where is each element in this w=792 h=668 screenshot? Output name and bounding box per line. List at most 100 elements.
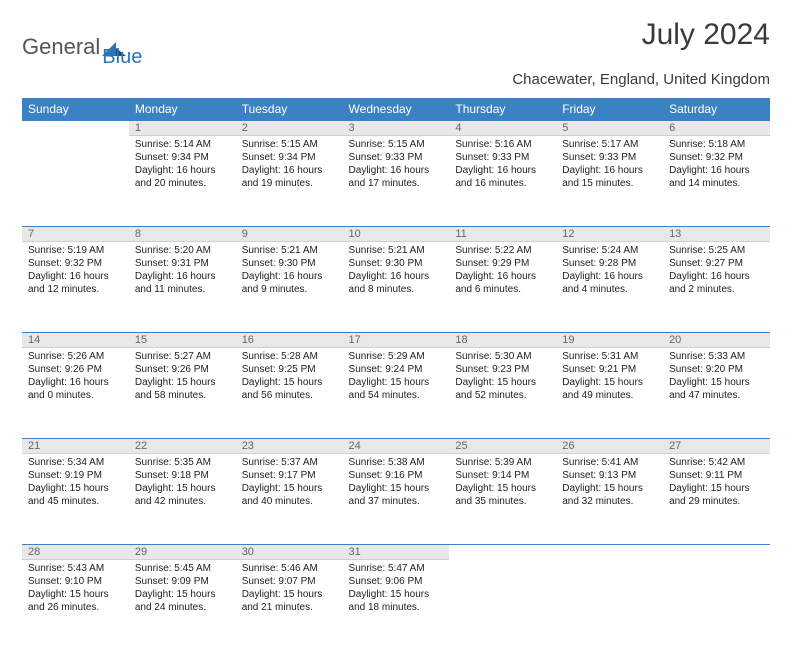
day-cell bbox=[556, 560, 663, 651]
sunrise-text: Sunrise: 5:31 AM bbox=[562, 350, 657, 363]
sunrise-text: Sunrise: 5:27 AM bbox=[135, 350, 230, 363]
day-cell: Sunrise: 5:42 AMSunset: 9:11 PMDaylight:… bbox=[663, 454, 770, 545]
day2-text: and 32 minutes. bbox=[562, 495, 657, 508]
day1-text: Daylight: 16 hours bbox=[455, 270, 550, 283]
sunrise-text: Sunrise: 5:35 AM bbox=[135, 456, 230, 469]
sunset-text: Sunset: 9:17 PM bbox=[242, 469, 337, 482]
sunset-text: Sunset: 9:28 PM bbox=[562, 257, 657, 270]
day-number-cell: 20 bbox=[663, 333, 770, 348]
day2-text: and 11 minutes. bbox=[135, 283, 230, 296]
day2-text: and 40 minutes. bbox=[242, 495, 337, 508]
day2-text: and 4 minutes. bbox=[562, 283, 657, 296]
day-content-row: Sunrise: 5:19 AMSunset: 9:32 PMDaylight:… bbox=[22, 242, 770, 333]
sunset-text: Sunset: 9:24 PM bbox=[349, 363, 444, 376]
sunrise-text: Sunrise: 5:15 AM bbox=[349, 138, 444, 151]
logo: General Blue bbox=[22, 18, 142, 69]
sunset-text: Sunset: 9:30 PM bbox=[349, 257, 444, 270]
day-cell bbox=[22, 136, 129, 227]
day-cell: Sunrise: 5:29 AMSunset: 9:24 PMDaylight:… bbox=[343, 348, 450, 439]
day2-text: and 16 minutes. bbox=[455, 177, 550, 190]
day2-text: and 24 minutes. bbox=[135, 601, 230, 614]
day-number-cell: 28 bbox=[22, 545, 129, 560]
sunset-text: Sunset: 9:33 PM bbox=[349, 151, 444, 164]
day-cell: Sunrise: 5:34 AMSunset: 9:19 PMDaylight:… bbox=[22, 454, 129, 545]
day-number-cell: 30 bbox=[236, 545, 343, 560]
sunrise-text: Sunrise: 5:45 AM bbox=[135, 562, 230, 575]
day-number-cell: 10 bbox=[343, 227, 450, 242]
day2-text: and 2 minutes. bbox=[669, 283, 764, 296]
sunrise-text: Sunrise: 5:28 AM bbox=[242, 350, 337, 363]
day2-text: and 58 minutes. bbox=[135, 389, 230, 402]
sunset-text: Sunset: 9:11 PM bbox=[669, 469, 764, 482]
day-cell: Sunrise: 5:16 AMSunset: 9:33 PMDaylight:… bbox=[449, 136, 556, 227]
sunset-text: Sunset: 9:25 PM bbox=[242, 363, 337, 376]
day2-text: and 52 minutes. bbox=[455, 389, 550, 402]
sunset-text: Sunset: 9:09 PM bbox=[135, 575, 230, 588]
day2-text: and 37 minutes. bbox=[349, 495, 444, 508]
header-monday: Monday bbox=[129, 98, 236, 121]
day2-text: and 54 minutes. bbox=[349, 389, 444, 402]
day-number-cell: 24 bbox=[343, 439, 450, 454]
day1-text: Daylight: 16 hours bbox=[242, 164, 337, 177]
day-number-cell: 13 bbox=[663, 227, 770, 242]
day-cell: Sunrise: 5:45 AMSunset: 9:09 PMDaylight:… bbox=[129, 560, 236, 651]
day-cell: Sunrise: 5:21 AMSunset: 9:30 PMDaylight:… bbox=[236, 242, 343, 333]
sunrise-text: Sunrise: 5:26 AM bbox=[28, 350, 123, 363]
sunrise-text: Sunrise: 5:21 AM bbox=[349, 244, 444, 257]
day2-text: and 14 minutes. bbox=[669, 177, 764, 190]
day-cell: Sunrise: 5:15 AMSunset: 9:34 PMDaylight:… bbox=[236, 136, 343, 227]
day-number-cell: 21 bbox=[22, 439, 129, 454]
sunset-text: Sunset: 9:26 PM bbox=[28, 363, 123, 376]
day-cell: Sunrise: 5:22 AMSunset: 9:29 PMDaylight:… bbox=[449, 242, 556, 333]
day-cell: Sunrise: 5:35 AMSunset: 9:18 PMDaylight:… bbox=[129, 454, 236, 545]
day-cell: Sunrise: 5:26 AMSunset: 9:26 PMDaylight:… bbox=[22, 348, 129, 439]
day-number-cell bbox=[449, 545, 556, 560]
day-number-cell: 25 bbox=[449, 439, 556, 454]
day1-text: Daylight: 16 hours bbox=[135, 270, 230, 283]
day1-text: Daylight: 16 hours bbox=[28, 270, 123, 283]
sunset-text: Sunset: 9:32 PM bbox=[669, 151, 764, 164]
day-cell bbox=[663, 560, 770, 651]
day-cell: Sunrise: 5:25 AMSunset: 9:27 PMDaylight:… bbox=[663, 242, 770, 333]
location-text: Chacewater, England, United Kingdom bbox=[22, 71, 770, 88]
day-cell: Sunrise: 5:46 AMSunset: 9:07 PMDaylight:… bbox=[236, 560, 343, 651]
day-cell: Sunrise: 5:30 AMSunset: 9:23 PMDaylight:… bbox=[449, 348, 556, 439]
day1-text: Daylight: 15 hours bbox=[669, 482, 764, 495]
sunrise-text: Sunrise: 5:20 AM bbox=[135, 244, 230, 257]
sunrise-text: Sunrise: 5:25 AM bbox=[669, 244, 764, 257]
day1-text: Daylight: 15 hours bbox=[349, 588, 444, 601]
day-number-cell: 22 bbox=[129, 439, 236, 454]
sunrise-text: Sunrise: 5:18 AM bbox=[669, 138, 764, 151]
day-number-cell: 29 bbox=[129, 545, 236, 560]
sunrise-text: Sunrise: 5:29 AM bbox=[349, 350, 444, 363]
weekday-header-row: Sunday Monday Tuesday Wednesday Thursday… bbox=[22, 98, 770, 121]
day-cell: Sunrise: 5:33 AMSunset: 9:20 PMDaylight:… bbox=[663, 348, 770, 439]
day-cell: Sunrise: 5:27 AMSunset: 9:26 PMDaylight:… bbox=[129, 348, 236, 439]
sunrise-text: Sunrise: 5:46 AM bbox=[242, 562, 337, 575]
day-cell: Sunrise: 5:47 AMSunset: 9:06 PMDaylight:… bbox=[343, 560, 450, 651]
logo-text-general: General bbox=[22, 34, 100, 60]
day2-text: and 56 minutes. bbox=[242, 389, 337, 402]
day2-text: and 6 minutes. bbox=[455, 283, 550, 296]
day-number-cell bbox=[663, 545, 770, 560]
sunset-text: Sunset: 9:18 PM bbox=[135, 469, 230, 482]
day1-text: Daylight: 15 hours bbox=[455, 376, 550, 389]
day1-text: Daylight: 16 hours bbox=[669, 164, 764, 177]
sunset-text: Sunset: 9:29 PM bbox=[455, 257, 550, 270]
day-number-cell: 11 bbox=[449, 227, 556, 242]
sunrise-text: Sunrise: 5:47 AM bbox=[349, 562, 444, 575]
day1-text: Daylight: 15 hours bbox=[455, 482, 550, 495]
sunset-text: Sunset: 9:26 PM bbox=[135, 363, 230, 376]
day-cell: Sunrise: 5:15 AMSunset: 9:33 PMDaylight:… bbox=[343, 136, 450, 227]
day1-text: Daylight: 16 hours bbox=[349, 164, 444, 177]
day1-text: Daylight: 15 hours bbox=[349, 376, 444, 389]
sunrise-text: Sunrise: 5:17 AM bbox=[562, 138, 657, 151]
day-number-row: 78910111213 bbox=[22, 227, 770, 242]
sunrise-text: Sunrise: 5:22 AM bbox=[455, 244, 550, 257]
day1-text: Daylight: 15 hours bbox=[135, 376, 230, 389]
day-cell: Sunrise: 5:37 AMSunset: 9:17 PMDaylight:… bbox=[236, 454, 343, 545]
day2-text: and 17 minutes. bbox=[349, 177, 444, 190]
day2-text: and 42 minutes. bbox=[135, 495, 230, 508]
day1-text: Daylight: 16 hours bbox=[242, 270, 337, 283]
day-cell: Sunrise: 5:18 AMSunset: 9:32 PMDaylight:… bbox=[663, 136, 770, 227]
